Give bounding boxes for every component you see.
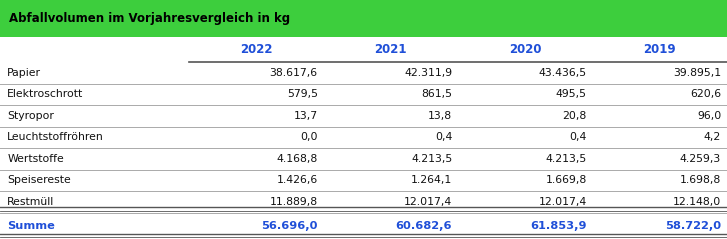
Text: 579,5: 579,5 [286,89,318,99]
Text: 60.682,6: 60.682,6 [395,221,452,231]
Text: Summe: Summe [7,221,55,231]
Text: Restmüll: Restmüll [7,197,55,207]
Text: 0,4: 0,4 [435,132,452,142]
Text: 61.853,9: 61.853,9 [530,221,587,231]
Text: 2022: 2022 [240,43,273,56]
Text: 56.696,0: 56.696,0 [261,221,318,231]
Text: 1.669,8: 1.669,8 [545,175,587,185]
Text: 12.017,4: 12.017,4 [539,197,587,207]
Text: Leuchtstoffröhren: Leuchtstoffröhren [7,132,104,142]
Text: 42.311,9: 42.311,9 [404,68,452,78]
Text: 1.264,1: 1.264,1 [411,175,452,185]
Text: 1.426,6: 1.426,6 [276,175,318,185]
Text: 58.722,0: 58.722,0 [665,221,721,231]
Text: 13,8: 13,8 [428,111,452,121]
Text: 4,2: 4,2 [704,132,721,142]
Text: 0,0: 0,0 [300,132,318,142]
Text: 2021: 2021 [374,43,407,56]
Text: Papier: Papier [7,68,41,78]
Text: 39.895,1: 39.895,1 [673,68,721,78]
Text: 96,0: 96,0 [697,111,721,121]
Text: 4.213,5: 4.213,5 [411,154,452,164]
Text: Elektroschrott: Elektroschrott [7,89,84,99]
Text: 1.698,8: 1.698,8 [680,175,721,185]
Text: Abfallvolumen im Vorjahresvergleich in kg: Abfallvolumen im Vorjahresvergleich in k… [9,12,290,25]
Text: Styropor: Styropor [7,111,54,121]
Text: Wertstoffe: Wertstoffe [7,154,64,164]
FancyBboxPatch shape [0,0,727,37]
Text: 861,5: 861,5 [421,89,452,99]
Text: 4.168,8: 4.168,8 [276,154,318,164]
Text: 38.617,6: 38.617,6 [270,68,318,78]
Text: 20,8: 20,8 [563,111,587,121]
Text: 43.436,5: 43.436,5 [539,68,587,78]
Text: 4.213,5: 4.213,5 [545,154,587,164]
Text: 4.259,3: 4.259,3 [680,154,721,164]
Text: 2020: 2020 [509,43,542,56]
Text: 0,4: 0,4 [569,132,587,142]
Text: 13,7: 13,7 [294,111,318,121]
Text: 620,6: 620,6 [690,89,721,99]
Text: 2019: 2019 [643,43,676,56]
Text: Speisereste: Speisereste [7,175,71,185]
Text: 12.148,0: 12.148,0 [673,197,721,207]
Text: 11.889,8: 11.889,8 [270,197,318,207]
Text: 495,5: 495,5 [555,89,587,99]
Text: 12.017,4: 12.017,4 [404,197,452,207]
